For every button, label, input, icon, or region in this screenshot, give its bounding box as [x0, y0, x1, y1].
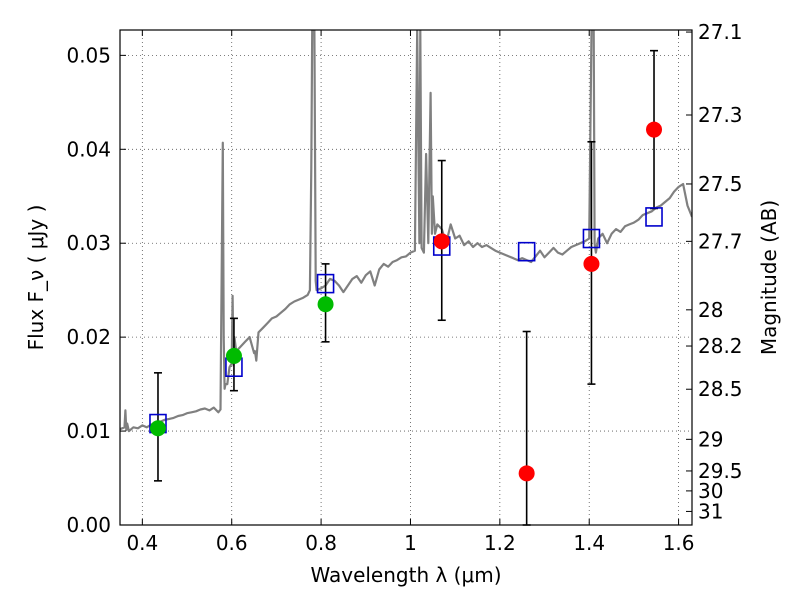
x-tick-label: 1 — [404, 531, 417, 555]
model-point — [316, 273, 335, 294]
y-tick-label: 0.03 — [66, 231, 111, 255]
observed-point — [317, 296, 334, 313]
y-tick-label: 0.04 — [66, 137, 111, 161]
model-point — [517, 241, 536, 262]
right-tick-label: 28.2 — [698, 334, 743, 358]
x-axis-label: Wavelength λ (μm) — [310, 563, 501, 587]
right-tick-label: 28.5 — [698, 377, 743, 401]
x-tick-label: 1.6 — [663, 531, 695, 555]
right-tick-label: 27.5 — [698, 172, 743, 196]
model-point — [582, 228, 601, 249]
y-axis: 0.00 0.01 0.02 0.03 0.04 0.05 — [66, 43, 126, 537]
right-tick-label: 31 — [698, 499, 723, 523]
right-tick-label: 27.3 — [698, 103, 743, 127]
observed-point — [646, 121, 663, 138]
x-tick-label: 0.8 — [305, 531, 337, 555]
right-axis-label: Magnitude (AB) — [757, 200, 781, 355]
x-tick-label: 1.4 — [573, 531, 605, 555]
right-tick-label: 27.7 — [698, 229, 743, 253]
observed-point — [583, 255, 600, 272]
observed-point — [149, 420, 166, 437]
observed-point — [225, 347, 242, 364]
right-tick-label: 29.5 — [698, 459, 743, 483]
right-tick-label: 29 — [698, 427, 723, 451]
x-tick-label: 1.2 — [484, 531, 516, 555]
observed-point — [433, 233, 450, 250]
y-tick-label: 0.00 — [66, 513, 111, 537]
y-tick-label: 0.05 — [66, 43, 111, 67]
right-tick-label: 30 — [698, 479, 723, 503]
x-tick-label: 0.6 — [216, 531, 248, 555]
grid — [120, 30, 692, 526]
spectrum-line — [120, 30, 692, 433]
x-axis: 0.4 0.6 0.8 1 1.2 1.4 1.6 — [126, 30, 695, 555]
spectrum — [120, 30, 692, 433]
observed-points — [149, 121, 663, 482]
model-point — [645, 207, 663, 227]
x-tick-label: 0.4 — [126, 531, 158, 555]
observed-point — [518, 465, 535, 482]
error-bars — [153, 49, 659, 526]
plot-frame — [119, 29, 693, 526]
y-tick-label: 0.01 — [66, 419, 111, 443]
y-tick-label: 0.02 — [66, 325, 111, 349]
right-tick-label: 28 — [698, 298, 723, 322]
y-axis-label: Flux F_ν ( μJy ) — [24, 205, 48, 351]
right-tick-label: 27.1 — [698, 20, 743, 44]
